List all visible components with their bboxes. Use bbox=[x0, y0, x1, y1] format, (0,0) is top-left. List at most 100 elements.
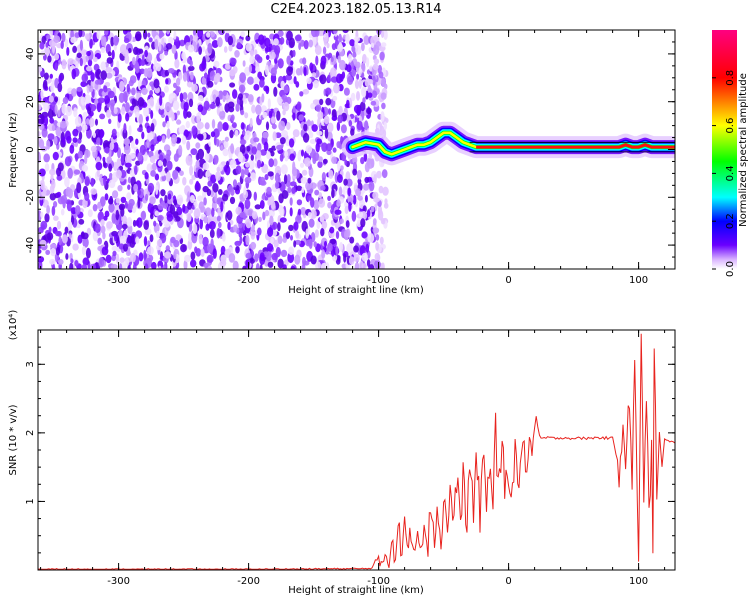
noise-speck bbox=[114, 233, 117, 242]
noise-speck bbox=[321, 220, 328, 229]
noise-speck bbox=[154, 38, 159, 50]
noise-speck bbox=[230, 114, 235, 121]
noise-speck bbox=[44, 213, 50, 223]
noise-speck bbox=[219, 105, 224, 112]
noise-speck bbox=[41, 128, 48, 138]
noise-speck bbox=[116, 158, 121, 167]
noise-speck bbox=[322, 213, 329, 220]
noise-speck bbox=[135, 138, 139, 145]
noise-speck bbox=[137, 97, 145, 107]
noise-speck bbox=[104, 95, 110, 104]
noise-speck bbox=[39, 239, 47, 247]
noise-speck bbox=[271, 116, 276, 124]
snr-unit-label: (x10⁴) bbox=[8, 310, 19, 341]
noise-speck bbox=[217, 189, 223, 195]
noise-speck bbox=[175, 77, 181, 87]
noise-speck bbox=[383, 30, 388, 40]
noise-speck bbox=[349, 236, 355, 244]
noise-speck bbox=[360, 218, 366, 228]
noise-speck bbox=[239, 139, 247, 145]
noise-speck bbox=[224, 63, 231, 70]
noise-speck bbox=[356, 120, 363, 131]
noise-speck bbox=[123, 37, 130, 44]
noise-speck bbox=[298, 42, 302, 50]
noise-speck bbox=[162, 158, 167, 167]
noise-speck bbox=[276, 96, 283, 104]
noise-speck bbox=[205, 151, 210, 162]
noise-speck bbox=[122, 49, 129, 57]
noise-speck bbox=[331, 109, 337, 118]
noise-speck bbox=[302, 57, 307, 65]
noise-speck bbox=[245, 130, 251, 138]
noise-speck bbox=[56, 220, 62, 230]
noise-speck bbox=[53, 35, 61, 43]
noise-speck bbox=[318, 156, 323, 163]
noise-speck bbox=[337, 255, 341, 262]
colorbar-ticks: 0.0 0.2 0.4 0.6 0.8 bbox=[712, 70, 736, 277]
spectrogram-xtick-label: -100 bbox=[367, 275, 390, 286]
noise-speck bbox=[86, 50, 91, 57]
noise-speck bbox=[162, 121, 166, 128]
noise-speck bbox=[270, 201, 276, 210]
noise-speck bbox=[89, 38, 93, 49]
snr-series-line bbox=[38, 333, 675, 570]
noise-speck bbox=[363, 152, 368, 162]
noise-speck bbox=[366, 57, 370, 68]
noise-speck bbox=[249, 50, 255, 57]
noise-speck bbox=[149, 96, 154, 107]
noise-speck bbox=[140, 60, 146, 66]
noise-speck bbox=[232, 89, 238, 99]
noise-speck bbox=[67, 221, 73, 231]
noise-speck bbox=[203, 100, 210, 111]
noise-speck bbox=[240, 122, 245, 130]
noise-speck bbox=[97, 237, 102, 245]
noise-speck bbox=[61, 103, 67, 115]
noise-speck bbox=[379, 236, 384, 245]
noise-speck bbox=[380, 111, 385, 122]
noise-speck bbox=[289, 153, 296, 161]
noise-speck bbox=[217, 90, 224, 100]
noise-speck bbox=[329, 67, 337, 78]
noise-speck bbox=[123, 137, 130, 146]
noise-speck bbox=[350, 128, 355, 137]
noise-speck bbox=[305, 181, 312, 191]
noise-speck bbox=[315, 261, 321, 269]
noise-speck bbox=[244, 176, 252, 184]
noise-speck bbox=[165, 245, 170, 252]
noise-speck bbox=[273, 86, 278, 97]
noise-speck bbox=[146, 125, 152, 134]
noise-speck bbox=[143, 236, 148, 247]
noise-speck bbox=[278, 120, 286, 131]
noise-speck bbox=[267, 261, 274, 268]
noise-speck bbox=[343, 178, 348, 186]
noise-speck bbox=[384, 198, 388, 205]
noise-speck bbox=[290, 148, 294, 154]
noise-speck bbox=[308, 218, 315, 228]
noise-speck bbox=[267, 98, 271, 109]
noise-speck bbox=[128, 125, 132, 136]
noise-speck bbox=[107, 51, 112, 57]
noise-speck bbox=[38, 139, 45, 149]
noise-speck bbox=[82, 237, 89, 248]
noise-speck bbox=[85, 55, 89, 63]
noise-speck bbox=[50, 173, 54, 182]
noise-speck bbox=[324, 128, 329, 139]
noise-speck bbox=[38, 118, 44, 124]
noise-speck bbox=[255, 104, 262, 116]
noise-speck bbox=[292, 129, 300, 138]
noise-speck bbox=[66, 46, 70, 56]
noise-speck bbox=[335, 231, 340, 239]
noise-speck bbox=[309, 62, 314, 72]
noise-speck bbox=[117, 185, 123, 192]
noise-speck bbox=[357, 195, 363, 201]
noise-speck bbox=[375, 241, 379, 251]
noise-speck bbox=[154, 210, 159, 217]
noise-speck bbox=[156, 230, 160, 239]
noise-speck bbox=[119, 263, 123, 269]
noise-speck bbox=[253, 76, 260, 85]
noise-speck bbox=[277, 30, 284, 37]
noise-speck bbox=[383, 202, 389, 209]
noise-speck bbox=[164, 194, 168, 204]
noise-speck bbox=[320, 185, 326, 191]
noise-speck bbox=[283, 85, 289, 94]
